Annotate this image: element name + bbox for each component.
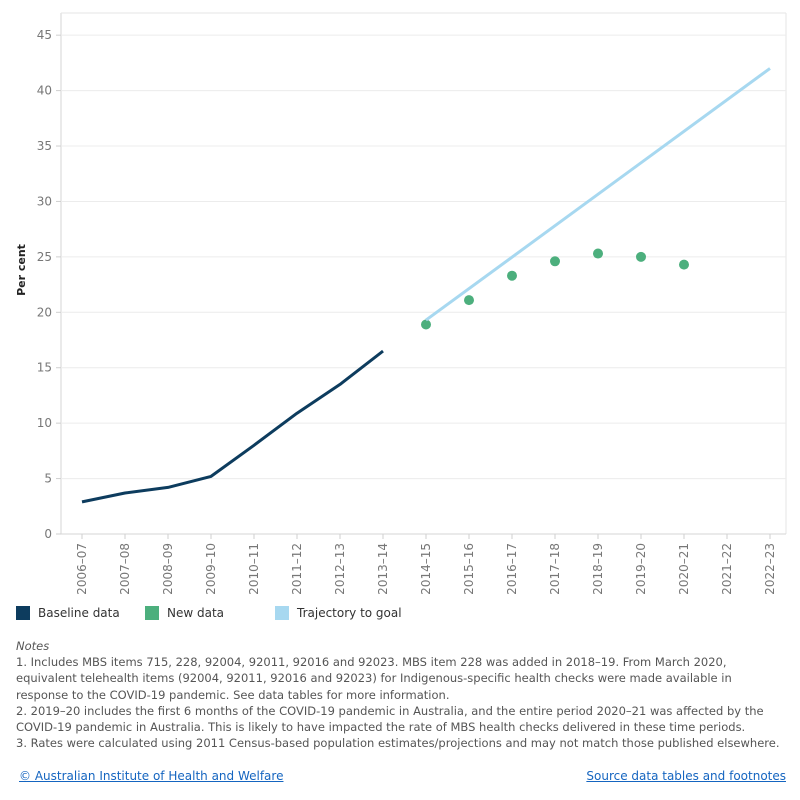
legend-item-trajectory[interactable]: Trajectory to goal — [275, 606, 402, 620]
x-axis-ticks: 2006–07 2007–08 2008–09 2009–10 2010–11 2011–… — [75, 534, 777, 595]
y-tick-label: 30 — [37, 194, 52, 208]
data-point-new-data — [550, 256, 560, 267]
legend-swatch-baseline — [16, 606, 30, 620]
y-axis-ticks: 0 5 10 15 20 25 30 35 40 45 — [37, 28, 61, 541]
series-group — [81, 67, 771, 504]
x-tick-label: 2014–15 — [419, 543, 433, 595]
legend-swatch-trajectory — [275, 606, 289, 620]
notes-title: Notes — [16, 639, 50, 653]
x-tick-label: 2022–23 — [763, 543, 777, 595]
y-axis-label: Per cent — [15, 244, 28, 296]
x-tick-label: 2015–16 — [462, 543, 476, 595]
series-line-trajectory-to-goal — [425, 67, 771, 322]
y-tick-label: 10 — [37, 416, 52, 430]
y-tick-label: 40 — [37, 84, 52, 98]
note-item: 2. 2019–20 includes the first 6 months o… — [16, 703, 764, 735]
data-point-new-data — [507, 270, 517, 281]
x-tick-label: 2008–09 — [161, 543, 175, 595]
legend-item-new-data[interactable]: New data — [145, 606, 224, 620]
x-tick-label: 2010–11 — [247, 543, 261, 595]
y-tick-label: 25 — [37, 250, 52, 264]
y-tick-label: 15 — [37, 361, 52, 375]
y-tick-label: 35 — [37, 139, 52, 153]
data-point-new-data — [636, 251, 646, 262]
x-tick-label: 2018–19 — [591, 543, 605, 595]
y-tick-label: 5 — [44, 472, 52, 486]
legend-item-baseline[interactable]: Baseline data — [16, 606, 120, 620]
x-tick-label: 2020–21 — [677, 543, 691, 595]
x-tick-label: 2009–10 — [204, 543, 218, 595]
source-data-link[interactable]: Source data tables and footnotes — [586, 769, 786, 783]
x-tick-label: 2012–13 — [333, 543, 347, 595]
note-item: 3. Rates were calculated using 2011 Cens… — [16, 736, 780, 751]
y-tick-label: 20 — [37, 305, 52, 319]
y-tick-label: 0 — [44, 527, 52, 541]
copyright-link[interactable]: © Australian Institute of Health and Wel… — [19, 769, 284, 783]
notes: Notes 1. Includes MBS items 715, 228, 92… — [16, 638, 786, 751]
x-tick-label: 2019–20 — [634, 543, 648, 595]
legend: Baseline data New data Trajectory to goa… — [16, 606, 786, 624]
data-point-new-data — [421, 319, 431, 330]
legend-label-trajectory: Trajectory to goal — [297, 606, 402, 620]
legend-label-baseline: Baseline data — [38, 606, 120, 620]
x-tick-label: 2013–14 — [376, 543, 390, 595]
data-point-new-data — [679, 259, 689, 270]
line-chart: 0 5 10 15 20 25 30 35 40 45 2006–07 2007–08 2008–09… — [15, 12, 787, 595]
x-tick-label: 2021–22 — [720, 543, 734, 595]
data-point-new-data — [593, 248, 603, 259]
data-point-new-data — [464, 295, 474, 306]
x-tick-label: 2016–17 — [505, 543, 519, 595]
x-tick-label: 2011–12 — [290, 543, 304, 595]
x-tick-label: 2006–07 — [75, 543, 89, 595]
legend-swatch-new-data — [145, 606, 159, 620]
x-tick-label: 2017–18 — [548, 543, 562, 595]
legend-label-new-data: New data — [167, 606, 225, 620]
gridlines — [60, 12, 787, 535]
x-tick-label: 2007–08 — [118, 543, 132, 595]
series-line-baseline-data — [81, 349, 384, 504]
y-tick-label: 45 — [37, 28, 52, 42]
note-item: 1. Includes MBS items 715, 228, 92004, 9… — [16, 655, 732, 702]
